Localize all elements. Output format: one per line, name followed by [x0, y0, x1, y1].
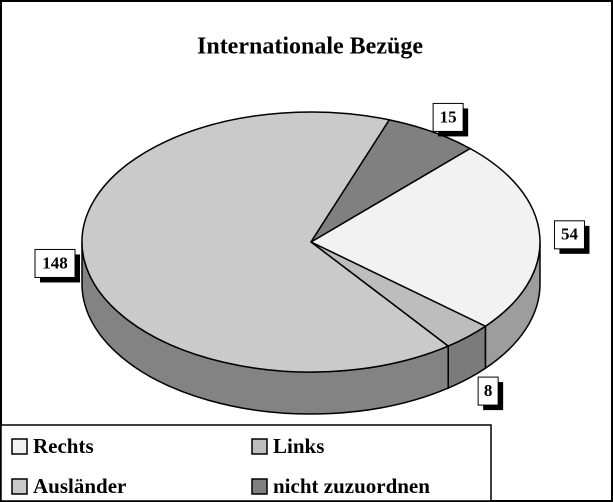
- legend: [0, 424, 492, 502]
- value-label: 54: [561, 225, 579, 244]
- legend-label: nicht zuzuordnen: [273, 474, 430, 498]
- label-box: [553, 220, 585, 250]
- legend-swatch: [251, 478, 268, 495]
- value-label: 8: [484, 381, 493, 400]
- pie: 54 8 148 15: [34, 102, 590, 415]
- legend-entries: Rechts Links Ausländer nicht zuzuordnen: [11, 434, 430, 498]
- legend-swatch: [251, 438, 268, 455]
- label-box: [477, 376, 499, 406]
- label-box: [34, 248, 76, 278]
- slice: [309, 147, 541, 328]
- legend-swatch: [11, 478, 28, 495]
- value-label: 15: [440, 107, 457, 126]
- legend-swatch: [11, 438, 28, 455]
- legend-label: Ausländer: [33, 474, 126, 498]
- value-label: 148: [42, 253, 68, 272]
- slice: [310, 119, 472, 243]
- legend-label: Rechts: [33, 434, 94, 458]
- slice: [81, 111, 450, 373]
- chart-title: Internationale Bezüge: [197, 34, 423, 60]
- label-box: [432, 102, 464, 132]
- legend-label: Links: [273, 434, 324, 458]
